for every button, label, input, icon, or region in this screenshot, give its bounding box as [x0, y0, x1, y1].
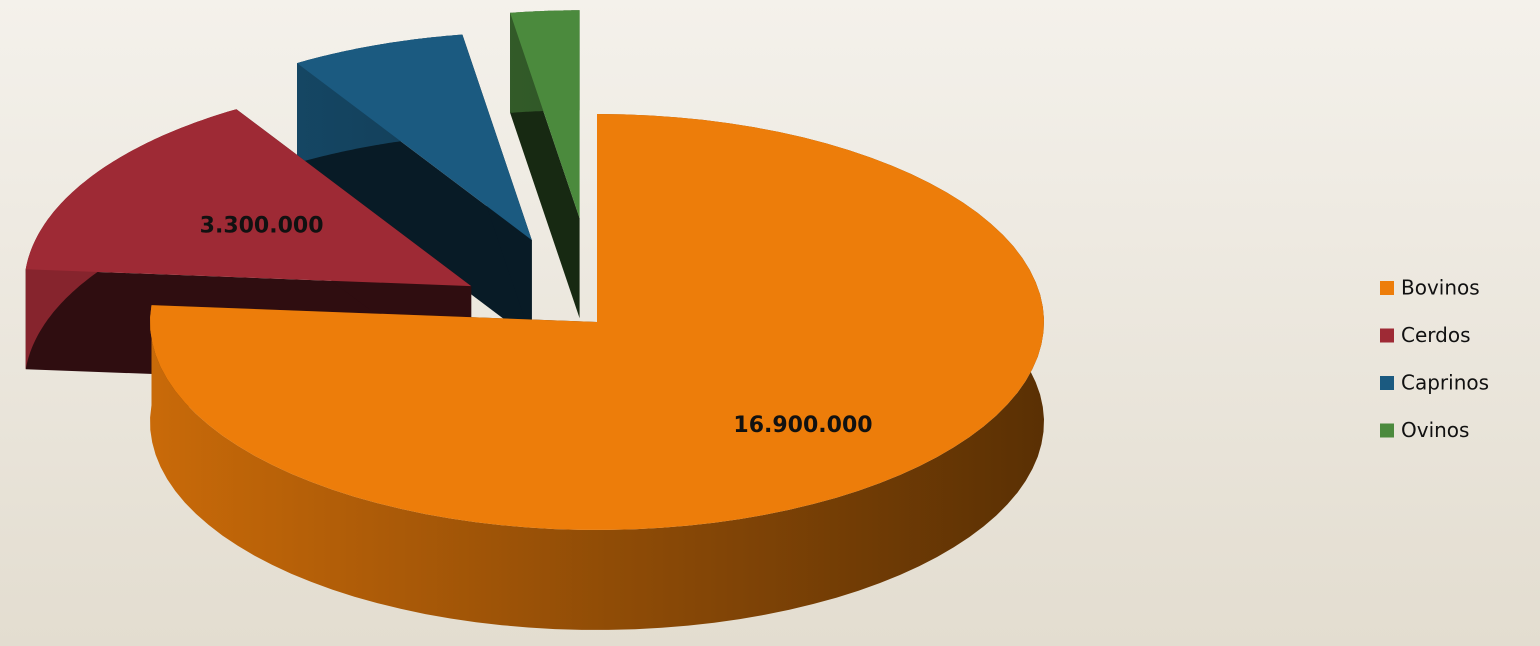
legend-swatch [1380, 423, 1394, 438]
slice [510, 10, 580, 219]
slice [150, 114, 1045, 530]
legend-label: Cerdos [1401, 323, 1471, 347]
legend-swatch [1380, 281, 1394, 295]
slice [297, 34, 532, 241]
legend-label: Bovinos [1401, 276, 1480, 300]
legend-label: Ovinos [1401, 418, 1469, 442]
value-label: 16.900.000 [733, 413, 872, 438]
value-label: 3.300.000 [200, 213, 324, 238]
legend: Bovinos Cerdos Caprinos Ovinos [1380, 276, 1489, 442]
pie [25, 10, 1045, 630]
legend-swatch [1380, 328, 1394, 343]
legend-swatch [1380, 376, 1394, 390]
slice [25, 109, 472, 287]
legend-label: Caprinos [1401, 371, 1489, 395]
